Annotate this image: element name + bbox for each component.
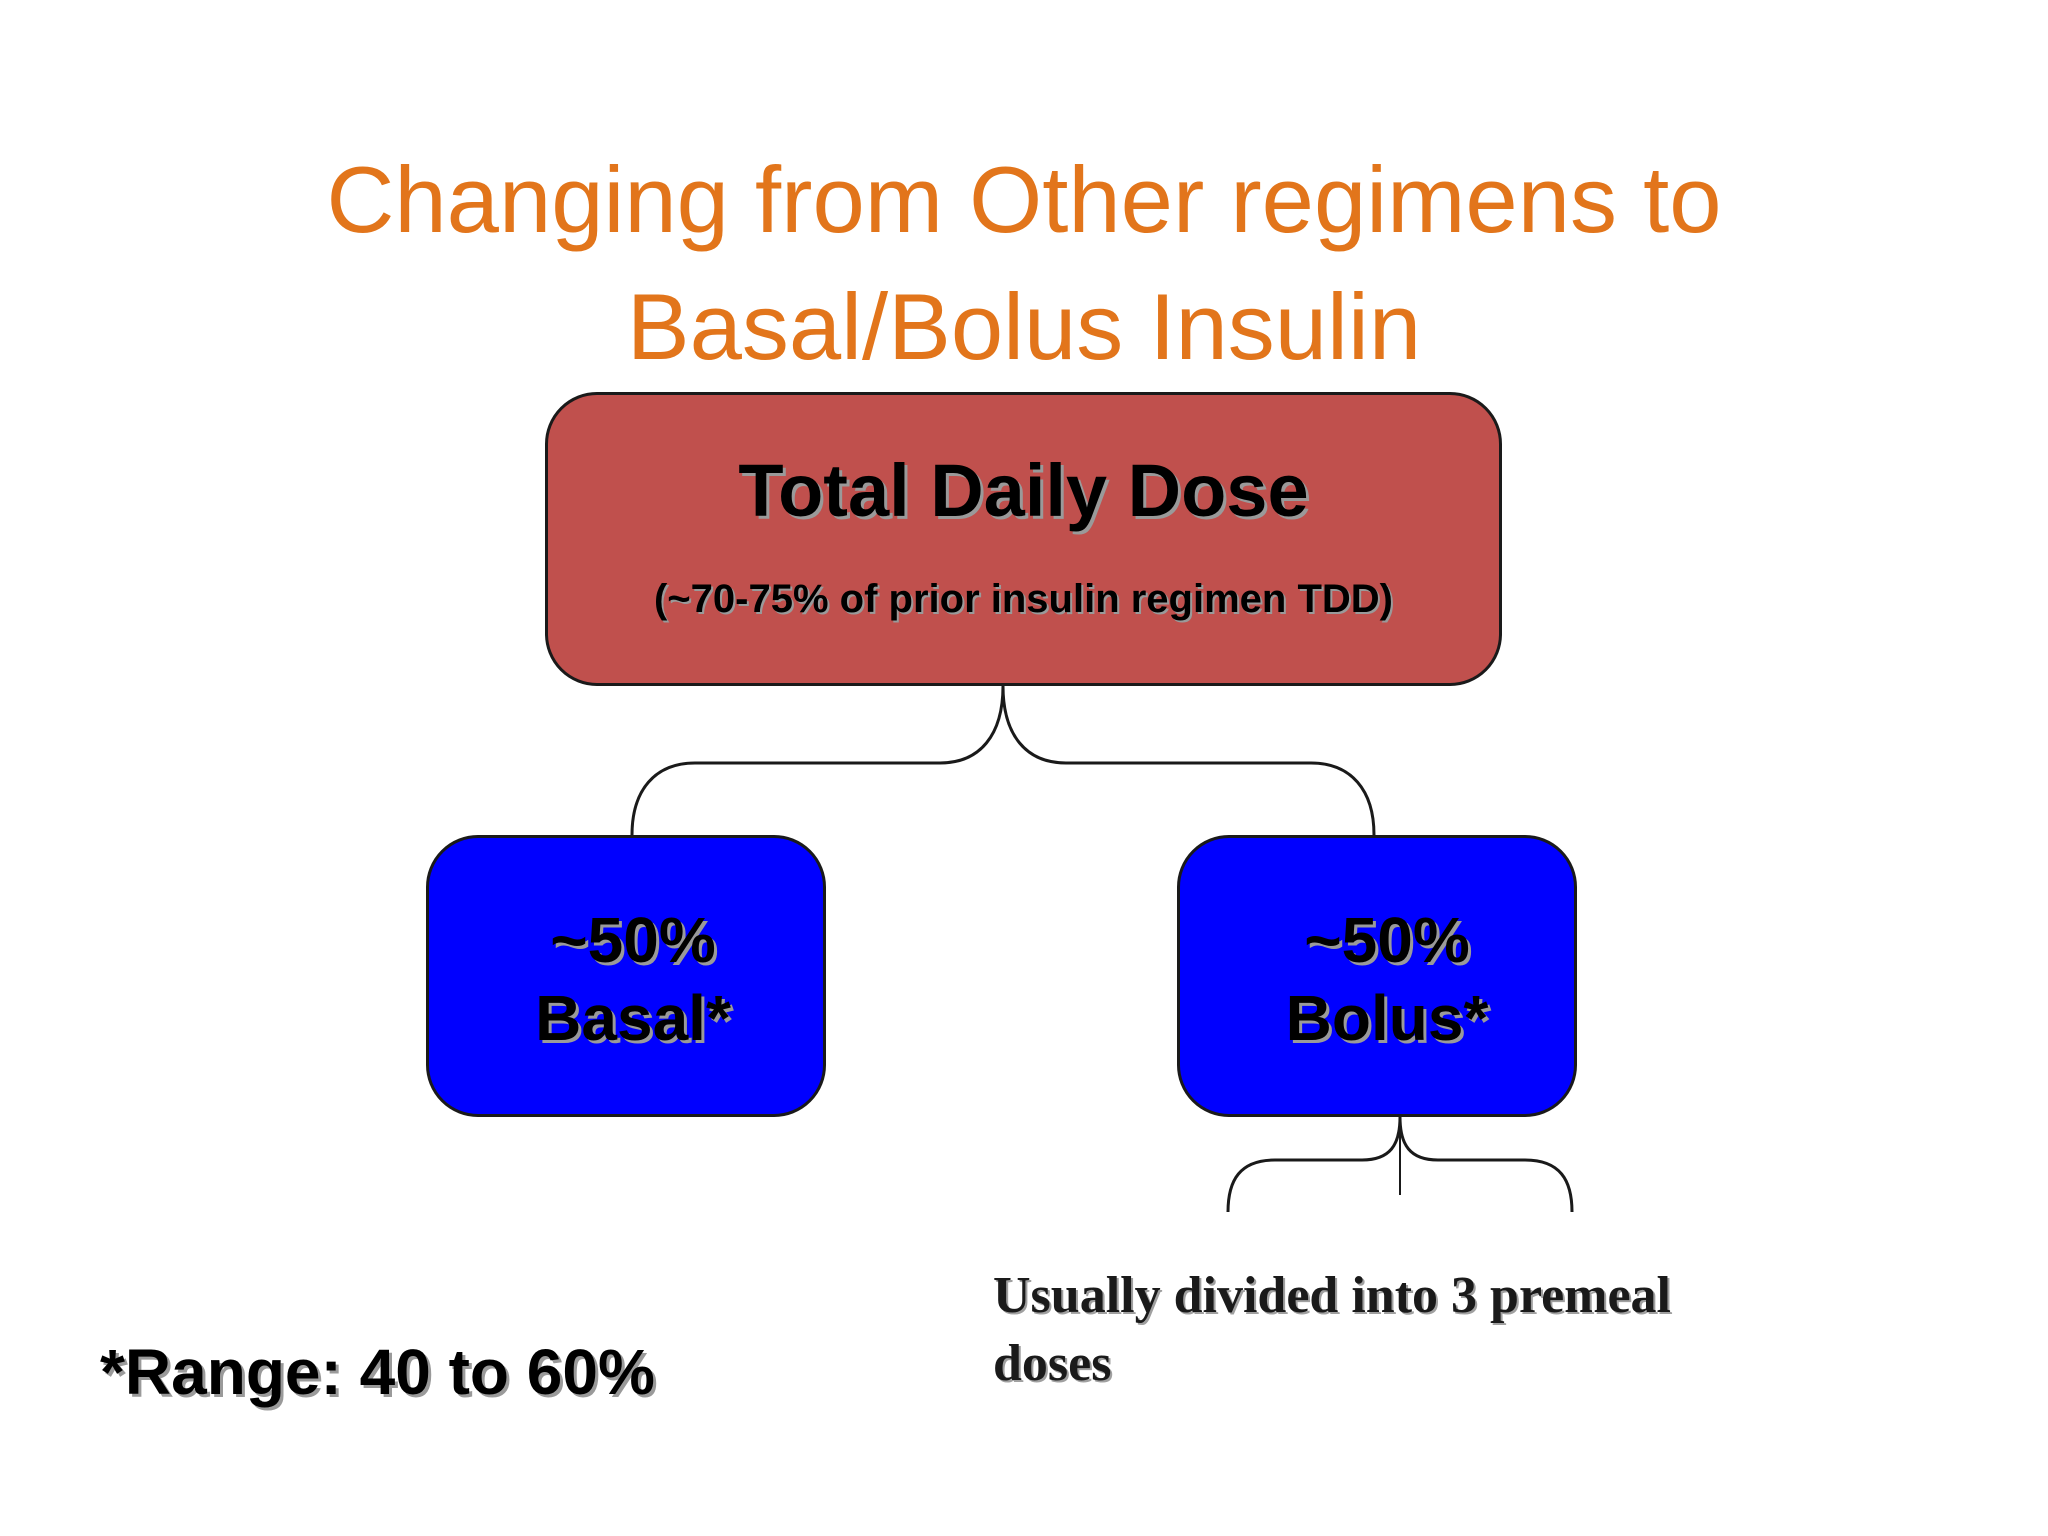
slide-title: Changing from Other regimens to Basal/Bo…	[0, 136, 2048, 390]
basal-label: Basal*	[535, 982, 731, 1054]
basal-percent: ~50%	[550, 904, 716, 976]
total-daily-dose-sublabel: (~70-75% of prior insulin regimen TDD)	[653, 577, 1393, 621]
total-daily-dose-label: Total Daily Dose	[738, 449, 1309, 532]
total-daily-dose-box: Total Daily Dose (~70-75% of prior insul…	[545, 392, 1502, 686]
split-brace	[630, 685, 1376, 836]
range-footnote: *Range: 40 to 60%	[100, 1336, 655, 1408]
bolus-label: Bolus*	[1285, 982, 1489, 1054]
bolus-box: ~50% Bolus*	[1177, 835, 1577, 1117]
bolus-box-content: ~50% Bolus*	[1286, 901, 1489, 1057]
bolus-note-line-1: Usually divided into 3 premeal	[993, 1267, 1672, 1324]
bolus-percent: ~50%	[1304, 904, 1470, 976]
bolus-brace	[1226, 1116, 1574, 1213]
slide-title-line-1: Changing from Other regimens to	[326, 147, 1722, 252]
bolus-note: Usually divided into 3 premeal doses	[993, 1262, 1793, 1398]
basal-box: ~50% Basal*	[426, 835, 826, 1117]
slide-title-line-2: Basal/Bolus Insulin	[626, 274, 1422, 379]
basal-box-content: ~50% Basal*	[535, 901, 731, 1057]
bolus-note-line-2: doses	[993, 1335, 1112, 1392]
